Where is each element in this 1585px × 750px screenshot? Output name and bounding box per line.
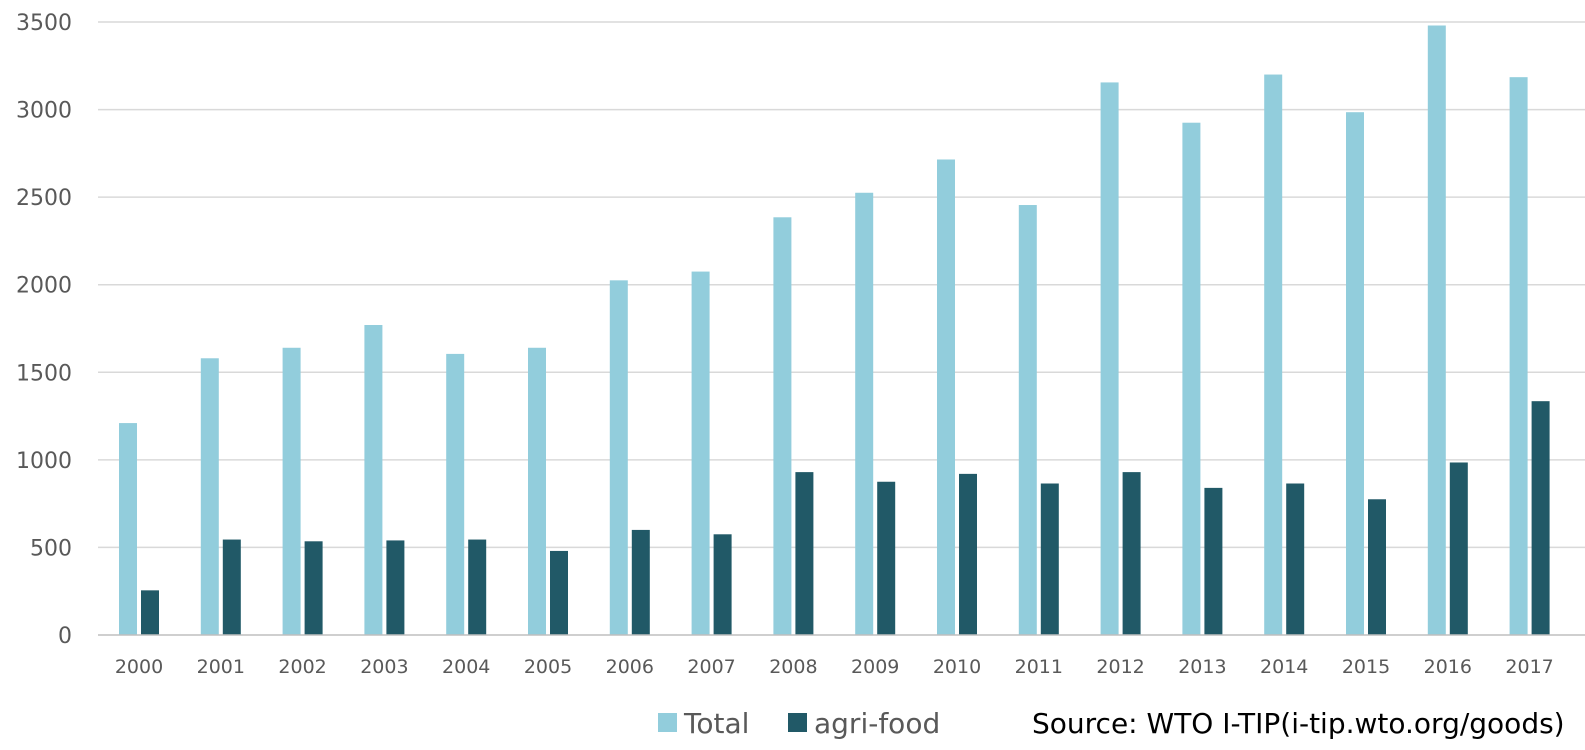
bar-agri-food-2009 xyxy=(877,481,896,635)
bar-agri-food-2005 xyxy=(550,550,568,635)
bar-total-2014 xyxy=(1264,74,1283,636)
x-tick-label: 2007 xyxy=(687,656,735,678)
bar-agri-food-2007 xyxy=(713,534,732,635)
bar-agri-food-2003 xyxy=(386,540,405,635)
bar-agri-food-2011 xyxy=(1040,483,1059,635)
y-tick-label: 3000 xyxy=(16,99,72,124)
bars xyxy=(119,25,1550,636)
bar-agri-food-2000 xyxy=(141,590,159,635)
x-tick-label: 2010 xyxy=(933,656,981,678)
y-tick-label: 1000 xyxy=(16,449,72,474)
bar-agri-food-2013 xyxy=(1204,487,1223,635)
legend-swatch-agri-food xyxy=(788,713,807,732)
bar-total-2011 xyxy=(1018,205,1037,635)
bar-total-2006 xyxy=(609,280,628,635)
bar-total-2003 xyxy=(364,324,383,635)
bar-total-2010 xyxy=(937,159,955,636)
bar-total-2009 xyxy=(855,192,874,635)
x-tick-label: 2014 xyxy=(1260,656,1308,678)
bar-agri-food-2010 xyxy=(959,473,977,635)
y-axis-ticks: 0 500 1000 1500 2000 2500 3000 3500 xyxy=(16,11,72,649)
legend-label-total: Total xyxy=(683,707,749,740)
bar-total-2007 xyxy=(691,271,710,635)
x-tick-label: 2002 xyxy=(278,656,326,678)
bar-agri-food-2012 xyxy=(1122,472,1141,635)
y-tick-label: 1500 xyxy=(16,361,72,386)
bar-agri-food-2015 xyxy=(1368,499,1386,635)
x-axis-ticks: 2000 2001 2002 2003 2004 2005 2006 2007 2008 2009… xyxy=(115,656,1554,678)
y-tick-label: 2500 xyxy=(16,186,72,211)
y-tick-label: 3500 xyxy=(16,11,72,36)
bar-total-2001 xyxy=(200,358,219,635)
x-tick-label: 2000 xyxy=(115,656,163,678)
x-tick-label: 2001 xyxy=(197,656,245,678)
y-tick-label: 500 xyxy=(30,536,72,561)
x-tick-label: 2005 xyxy=(524,656,572,678)
y-tick-label: 0 xyxy=(58,624,72,649)
x-tick-label: 2004 xyxy=(442,656,490,678)
bar-total-2000 xyxy=(119,423,137,635)
bar-agri-food-2016 xyxy=(1449,462,1468,635)
bar-total-2004 xyxy=(446,353,465,635)
bar-total-2017 xyxy=(1509,77,1528,636)
x-tick-label: 2009 xyxy=(851,656,899,678)
legend-label-agri-food: agri-food xyxy=(814,707,940,740)
source-note: Source: WTO I-TIP(i-tip.wto.org/goods) xyxy=(1032,707,1565,740)
x-tick-label: 2012 xyxy=(1096,656,1144,678)
bar-agri-food-2004 xyxy=(468,539,487,635)
bar-agri-food-2002 xyxy=(304,541,323,635)
bar-agri-food-2017 xyxy=(1531,401,1550,635)
bar-total-2012 xyxy=(1100,82,1119,635)
x-tick-label: 2011 xyxy=(1015,656,1063,678)
x-tick-label: 2003 xyxy=(360,656,408,678)
bar-agri-food-2006 xyxy=(631,529,650,635)
legend-swatch-total xyxy=(658,713,677,732)
bar-total-2015 xyxy=(1346,112,1364,636)
bar-agri-food-2008 xyxy=(795,472,814,635)
bar-agri-food-2014 xyxy=(1286,483,1305,635)
bar-total-2013 xyxy=(1182,122,1201,635)
x-tick-label: 2013 xyxy=(1178,656,1226,678)
bar-total-2002 xyxy=(282,347,301,635)
bar-total-2016 xyxy=(1427,25,1446,635)
x-tick-label: 2008 xyxy=(769,656,817,678)
bar-agri-food-2001 xyxy=(222,539,241,635)
x-tick-label: 2015 xyxy=(1342,656,1390,678)
bar-total-2005 xyxy=(528,347,546,635)
x-tick-label: 2017 xyxy=(1505,656,1553,678)
bar-total-2008 xyxy=(773,217,792,635)
x-tick-label: 2006 xyxy=(606,656,654,678)
gridlines xyxy=(98,21,1585,549)
x-tick-label: 2016 xyxy=(1424,656,1472,678)
legend: Total agri-food xyxy=(658,707,940,740)
y-tick-label: 2000 xyxy=(16,274,72,299)
